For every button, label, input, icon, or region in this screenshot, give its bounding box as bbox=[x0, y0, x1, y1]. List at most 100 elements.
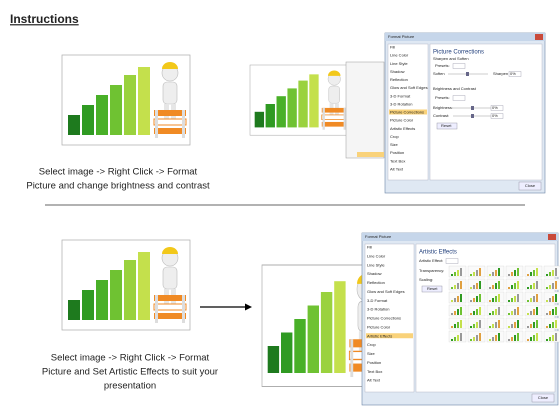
thumb-bar bbox=[498, 294, 500, 302]
caption: presentation bbox=[104, 381, 156, 392]
input-box[interactable] bbox=[452, 95, 466, 101]
thumb-bar bbox=[460, 307, 462, 315]
close-x[interactable] bbox=[548, 234, 556, 240]
slider-thumb[interactable] bbox=[466, 72, 469, 76]
slider-thumb[interactable] bbox=[471, 114, 474, 118]
menu-item[interactable]: Line Style bbox=[390, 61, 408, 66]
input-box[interactable] bbox=[490, 105, 504, 111]
thumb-bar bbox=[517, 320, 519, 328]
menu-item[interactable]: Shadow bbox=[390, 69, 405, 74]
thumb-bar bbox=[495, 322, 497, 328]
thumb-bar bbox=[549, 311, 551, 315]
thumb-bar bbox=[511, 285, 513, 289]
menu-item[interactable]: Reflection bbox=[367, 280, 385, 285]
menu-item[interactable]: 3-D Format bbox=[367, 298, 388, 303]
menu-item[interactable]: Shadow bbox=[367, 271, 382, 276]
thumb-bar bbox=[533, 322, 535, 328]
menu-item[interactable]: Position bbox=[367, 360, 381, 365]
thumb-bar bbox=[546, 313, 548, 315]
close-button[interactable] bbox=[518, 181, 542, 191]
input-box[interactable] bbox=[508, 71, 522, 77]
menu-item[interactable]: 3-D Rotation bbox=[390, 101, 412, 106]
menu-item[interactable]: Text Box bbox=[367, 369, 382, 374]
thumb-bar bbox=[479, 333, 481, 341]
menu-item[interactable]: Fill bbox=[367, 245, 372, 250]
thumb-bar bbox=[489, 300, 491, 302]
thumb-bar bbox=[476, 322, 478, 328]
menu-item[interactable]: Artistic Effects bbox=[367, 333, 392, 338]
menu-item[interactable]: Picture Color bbox=[367, 324, 391, 329]
thumb-bar bbox=[479, 320, 481, 328]
thumb-bar bbox=[476, 309, 478, 315]
thumb-bar bbox=[495, 309, 497, 315]
label: Transparency: bbox=[419, 268, 444, 273]
thumb-bar bbox=[508, 313, 510, 315]
thumb-bar bbox=[517, 281, 519, 289]
dialog: Format Picture Fill Line Color Line Style Sh… bbox=[361, 232, 560, 406]
menu-item[interactable]: Crop bbox=[367, 342, 376, 347]
thumb-bar bbox=[549, 272, 551, 276]
thumb-bar bbox=[552, 322, 554, 328]
input-box[interactable] bbox=[490, 113, 504, 119]
menu-item[interactable]: Glow and Soft Edges bbox=[390, 85, 428, 90]
menu-item[interactable]: Crop bbox=[390, 134, 399, 139]
menu-item[interactable]: Artistic Effects bbox=[390, 126, 415, 131]
thumb-bar bbox=[552, 335, 554, 341]
menu-item[interactable]: Position bbox=[390, 150, 404, 155]
menu-item[interactable]: Size bbox=[367, 351, 376, 356]
picture bbox=[249, 64, 351, 136]
thumb-bar bbox=[530, 324, 532, 328]
menu-item[interactable]: 3-D Rotation bbox=[367, 307, 389, 312]
thumb-bar bbox=[511, 298, 513, 302]
thumb-bar bbox=[533, 335, 535, 341]
label: Artistic Effects bbox=[419, 250, 457, 256]
thumb-bar bbox=[473, 311, 475, 315]
menu-item[interactable]: Alt Text bbox=[367, 378, 381, 383]
thumb-bar bbox=[527, 287, 529, 289]
input-box[interactable] bbox=[452, 63, 466, 69]
input-box[interactable] bbox=[445, 258, 459, 264]
menu-item[interactable]: Reflection bbox=[390, 77, 408, 82]
close-button[interactable] bbox=[531, 393, 555, 403]
thumb-bar bbox=[492, 285, 494, 289]
menu-item[interactable]: Picture Color bbox=[390, 118, 414, 123]
label: Picture Corrections bbox=[433, 50, 484, 56]
slider-thumb[interactable] bbox=[471, 106, 474, 110]
menu-item[interactable]: Picture Corrections bbox=[390, 110, 424, 115]
thumb-bar bbox=[495, 283, 497, 289]
close-x[interactable] bbox=[535, 34, 543, 40]
thumb-bar bbox=[470, 300, 472, 302]
label: 0% bbox=[492, 113, 498, 118]
menu-item[interactable]: Line Color bbox=[367, 253, 386, 258]
thumb-bar bbox=[546, 326, 548, 328]
thumb-bar bbox=[536, 281, 538, 289]
thumb-bar bbox=[511, 337, 513, 341]
thumb-bar bbox=[492, 311, 494, 315]
menu-item[interactable]: Line Color bbox=[390, 53, 409, 58]
menu-item[interactable]: 3-D Format bbox=[390, 93, 411, 98]
menu-item[interactable]: Picture Corrections bbox=[367, 316, 401, 321]
thumb-bar bbox=[492, 324, 494, 328]
button[interactable] bbox=[421, 285, 443, 293]
thumb-bar bbox=[470, 339, 472, 341]
menu-item[interactable]: Size bbox=[390, 142, 399, 147]
thumb-bar bbox=[546, 339, 548, 341]
thumb-bar bbox=[451, 300, 453, 302]
menu-item[interactable]: Glow and Soft Edges bbox=[367, 289, 405, 294]
thumb-bar bbox=[552, 270, 554, 276]
thumb-bar bbox=[530, 298, 532, 302]
menu-item[interactable]: Alt Text bbox=[390, 166, 404, 171]
thumb-bar bbox=[555, 268, 557, 276]
button[interactable] bbox=[436, 122, 458, 130]
menu-item[interactable]: Line Style bbox=[367, 262, 385, 267]
title-bar bbox=[385, 33, 545, 41]
menu-item[interactable]: Text Box bbox=[390, 158, 405, 163]
dialog: Format Picture Fill Line Color Line Style Sh… bbox=[384, 32, 546, 194]
thumb-bar bbox=[530, 311, 532, 315]
thumb-bar bbox=[470, 274, 472, 276]
thumb-bar bbox=[476, 283, 478, 289]
menu-item[interactable]: Fill bbox=[390, 45, 395, 50]
thumb-bar bbox=[451, 326, 453, 328]
title: Instructions bbox=[10, 12, 79, 26]
